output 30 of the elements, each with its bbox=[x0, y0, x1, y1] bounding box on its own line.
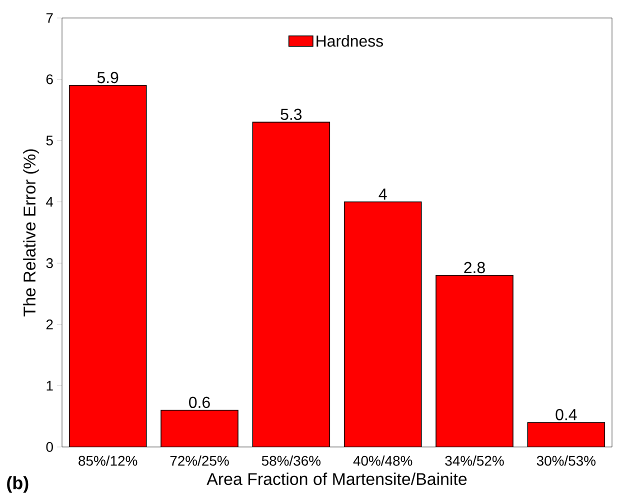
x-tick-label: 30%/53% bbox=[536, 456, 596, 466]
y-tick-label: 3 bbox=[46, 258, 53, 268]
text: (b) bbox=[7, 476, 28, 493]
y-tick-label: 5 bbox=[46, 136, 53, 146]
bar bbox=[436, 275, 514, 447]
x-tick-label: 58%/36% bbox=[262, 456, 321, 466]
data-label: 0.6 bbox=[189, 396, 210, 408]
bar bbox=[344, 202, 422, 447]
y-axis-title: The Relative Error (%) bbox=[23, 149, 39, 316]
x-tick-label: 72%/25% bbox=[170, 456, 229, 466]
y-tick-label: 6 bbox=[46, 74, 53, 84]
y-tick-label: 7 bbox=[46, 13, 53, 23]
data-label: 4 bbox=[378, 188, 387, 200]
legend-label: Hardness bbox=[316, 35, 383, 47]
bar bbox=[69, 85, 146, 447]
x-tick-label: 34%/52% bbox=[445, 456, 504, 466]
data-label: 5.9 bbox=[97, 72, 118, 84]
y-tick-label: 2 bbox=[46, 320, 53, 330]
bar bbox=[161, 410, 238, 447]
data-label: 2.8 bbox=[464, 262, 485, 274]
y-tick-label: 1 bbox=[46, 380, 53, 390]
data-label: 5.3 bbox=[280, 108, 302, 120]
x-tick-label: 40%/48% bbox=[353, 456, 412, 466]
data-label: 0.4 bbox=[556, 408, 577, 420]
x-axis-title: Area Fraction of Martensite/Bainite bbox=[206, 472, 467, 486]
y-tick-label: 0 bbox=[46, 442, 53, 452]
x-tick-label: 85%/12% bbox=[78, 456, 138, 466]
bar bbox=[527, 422, 606, 447]
y-tick-label: 4 bbox=[46, 197, 54, 207]
bar bbox=[252, 122, 330, 447]
